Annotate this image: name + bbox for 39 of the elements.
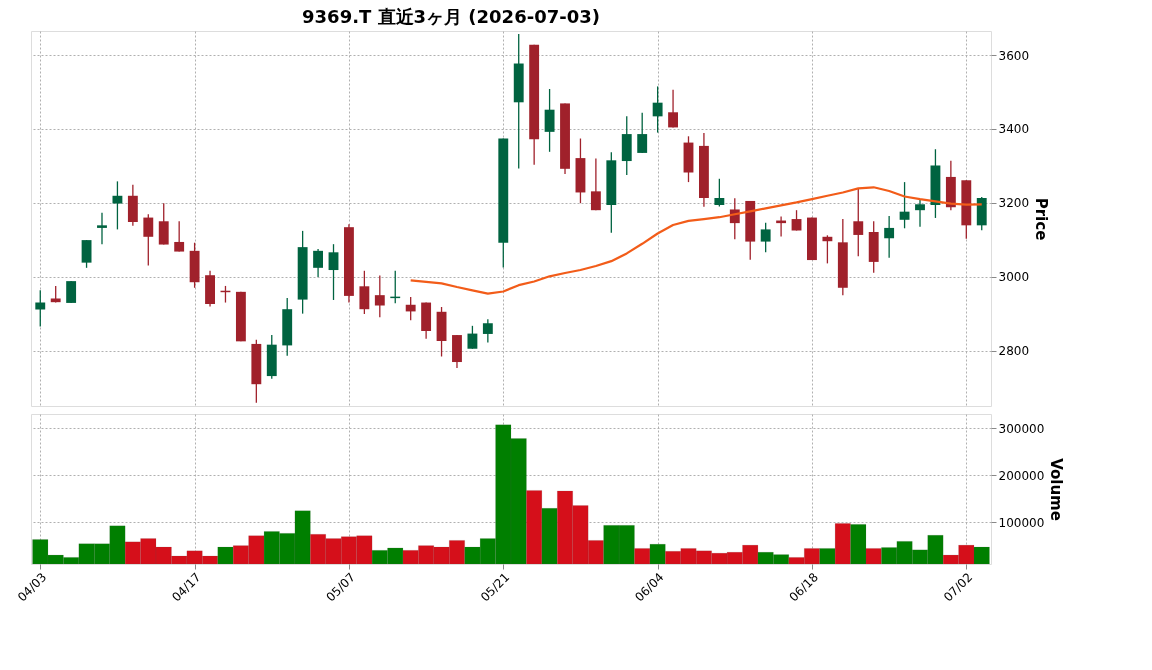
candlestick [405, 296, 416, 321]
candlestick [853, 188, 864, 258]
candlestick [81, 239, 92, 269]
candlestick [822, 234, 833, 265]
candlestick [97, 212, 107, 245]
candlestick [544, 88, 555, 153]
y-tick-label: 100000 [998, 515, 1045, 530]
candlestick [668, 89, 678, 129]
candlestick [66, 280, 77, 304]
y-axis-title: Price [1032, 197, 1051, 241]
candlestick [637, 112, 648, 154]
candlestick [374, 274, 385, 318]
candlestick [143, 213, 154, 267]
y-tick-label: 2800 [998, 344, 1030, 359]
candlestick [35, 289, 46, 328]
candlestick [915, 199, 925, 228]
y-axis-title: Volume [1047, 458, 1066, 521]
y-tick-label: 3400 [998, 122, 1030, 137]
y-tick-label: 200000 [998, 468, 1045, 483]
candlestick [467, 325, 478, 350]
candlestick [359, 270, 370, 315]
candlestick [482, 318, 493, 344]
candlestick [791, 209, 802, 232]
y-tick-label: 3000 [998, 270, 1030, 285]
candlestick [760, 222, 771, 253]
chart-title: 9369.T 直近3ヶ月 (2026-07-03) [302, 6, 600, 27]
candlestick [884, 215, 895, 259]
y-tick-label: 3200 [998, 196, 1030, 211]
candlestick [158, 202, 169, 246]
candlestick [174, 220, 185, 253]
candlestick [714, 178, 725, 208]
candlestick [313, 248, 324, 278]
candlestick [112, 180, 123, 231]
y-tick-label: 3600 [998, 48, 1030, 63]
candlestick [652, 85, 663, 134]
candlestick [899, 181, 910, 229]
candlestick [590, 157, 601, 211]
candlestick [328, 243, 339, 301]
y-tick-label: 300000 [998, 421, 1045, 436]
